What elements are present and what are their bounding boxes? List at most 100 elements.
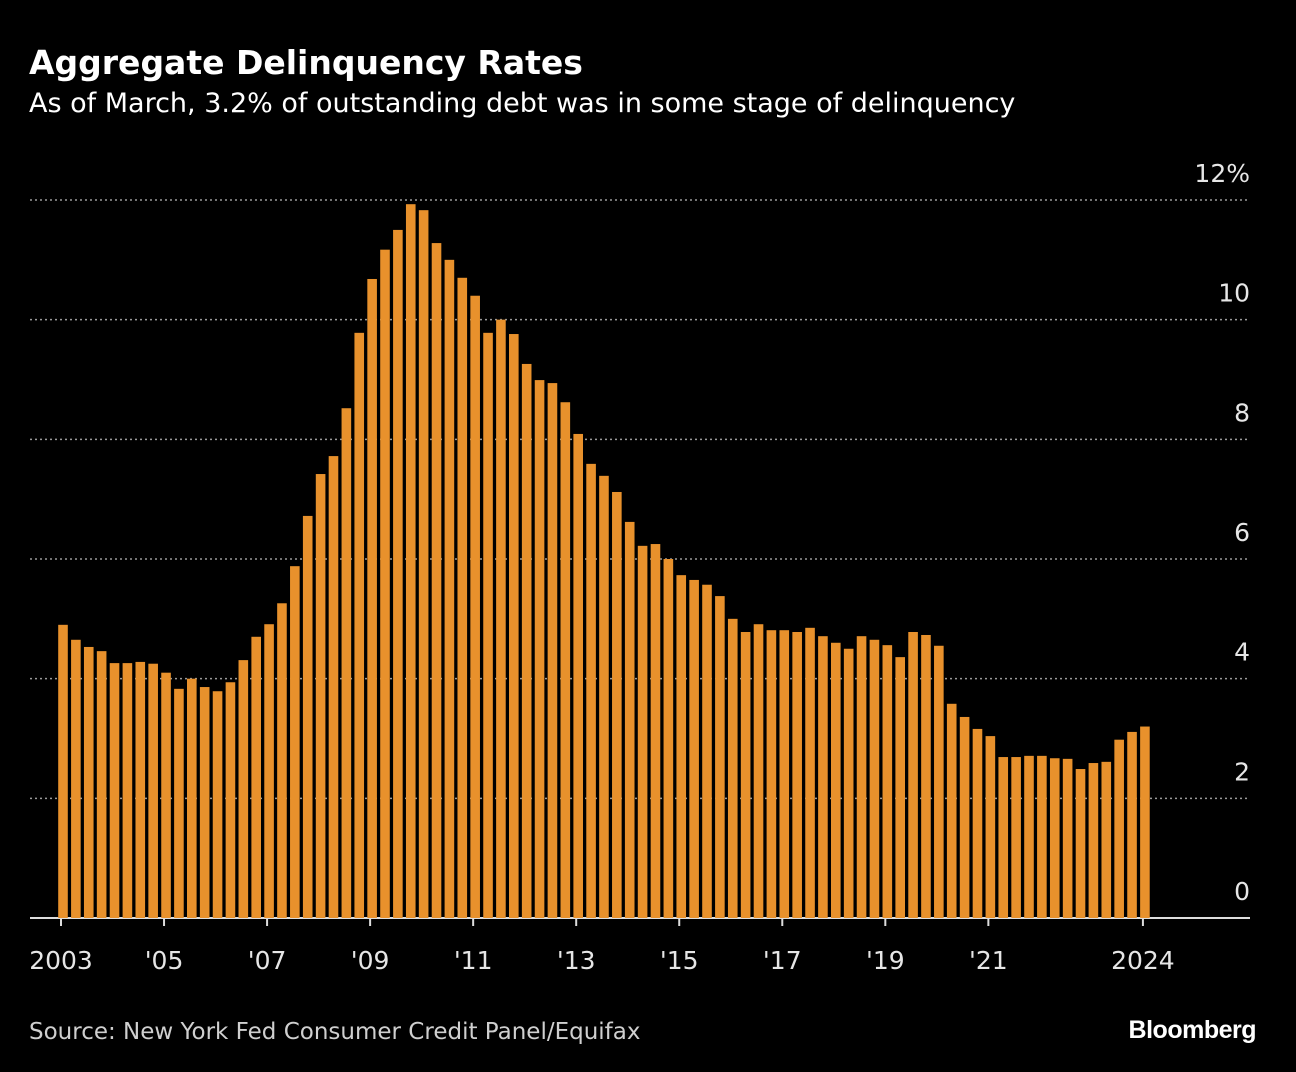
bar: [663, 559, 674, 918]
bar: [315, 474, 326, 918]
bar: [58, 624, 68, 918]
bar: [212, 691, 223, 918]
bar: [264, 624, 274, 918]
bar: [1101, 761, 1112, 918]
bar: [470, 295, 480, 918]
bar: [509, 334, 519, 918]
bar: [624, 521, 635, 918]
bar: [328, 456, 339, 918]
bar: [225, 682, 236, 918]
logo: Bloomberg: [1129, 1016, 1256, 1044]
bar: [122, 663, 133, 918]
bar: [921, 634, 931, 918]
bar: [985, 736, 996, 918]
bar: [882, 645, 893, 918]
bar: [612, 491, 622, 918]
x-tick-label: 2003: [29, 946, 93, 975]
bar: [161, 672, 171, 918]
bar: [753, 624, 764, 918]
bar: [405, 204, 416, 918]
bar: [586, 463, 596, 918]
bar: [290, 566, 300, 918]
x-tick-label: '07: [248, 946, 287, 975]
bar: [1140, 726, 1150, 918]
bar: [946, 703, 957, 918]
bar: [148, 663, 158, 918]
bar: [792, 631, 802, 918]
bar: [856, 636, 867, 918]
bar: [354, 332, 365, 919]
x-tick-label: '17: [763, 946, 802, 975]
bar: [779, 630, 790, 918]
bar: [740, 631, 751, 918]
bar: [96, 651, 107, 918]
y-tick-label: 2: [1234, 757, 1250, 786]
bar: [109, 663, 120, 918]
bar: [1024, 755, 1034, 918]
y-tick-label: 12%: [1194, 159, 1250, 188]
bar: [277, 603, 287, 918]
bar: [174, 688, 184, 918]
bar: [934, 645, 944, 918]
bar: [521, 363, 532, 918]
bar: [1088, 763, 1099, 918]
bar: [380, 249, 390, 918]
bar: [689, 579, 699, 918]
bar: [1037, 755, 1047, 918]
bar: [560, 402, 571, 918]
bar: [341, 408, 352, 918]
bar: [959, 716, 970, 918]
bar: [650, 544, 661, 918]
bar: [805, 627, 815, 918]
x-tick-label: '09: [351, 946, 390, 975]
bar: [972, 728, 983, 918]
bar: [431, 243, 442, 918]
bar: [302, 515, 313, 918]
x-tick-label: '21: [969, 946, 1008, 975]
source: Source: New York Fed Consumer Credit Pan…: [29, 1019, 641, 1045]
bar: [367, 278, 377, 919]
bar: [998, 757, 1009, 918]
x-tick-label: '19: [866, 946, 905, 975]
bar: [418, 210, 429, 919]
bar: [71, 639, 81, 918]
bar: [818, 636, 828, 918]
bar: [573, 433, 583, 918]
bar: [702, 584, 712, 918]
bar: [1114, 739, 1124, 918]
bar: [676, 575, 687, 918]
bar: [547, 383, 558, 919]
bar: [135, 661, 146, 918]
y-tick-label: 10: [1218, 279, 1250, 308]
bar: [831, 642, 841, 918]
x-tick-label: '11: [454, 946, 493, 975]
bar: [187, 678, 197, 918]
y-tick-label: 8: [1234, 398, 1250, 427]
bar: [908, 631, 918, 918]
bar: [534, 380, 545, 918]
x-tick-label: '13: [557, 946, 596, 975]
y-tick-label: 0: [1234, 877, 1250, 906]
bar: [496, 319, 506, 919]
bar: [843, 648, 854, 918]
bar: [1075, 769, 1086, 918]
bar: [1049, 758, 1060, 918]
y-tick-label: 4: [1234, 638, 1250, 667]
bar: [715, 596, 725, 918]
bar: [766, 630, 777, 918]
bar: [393, 229, 403, 918]
x-tick-label: '05: [145, 946, 184, 975]
x-tick-label: '15: [660, 946, 699, 975]
y-tick-label: 6: [1234, 518, 1250, 547]
bar: [238, 660, 249, 918]
bar: [869, 639, 880, 918]
bar: [1127, 731, 1137, 918]
bar: [895, 657, 905, 918]
chart-title: Aggregate Delinquency Rates: [29, 43, 583, 82]
bar: [637, 545, 648, 918]
bar: [599, 475, 609, 918]
chart-subtitle: As of March, 3.2% of outstanding debt wa…: [29, 88, 1015, 119]
bar: [457, 277, 468, 918]
bar: [483, 332, 493, 919]
